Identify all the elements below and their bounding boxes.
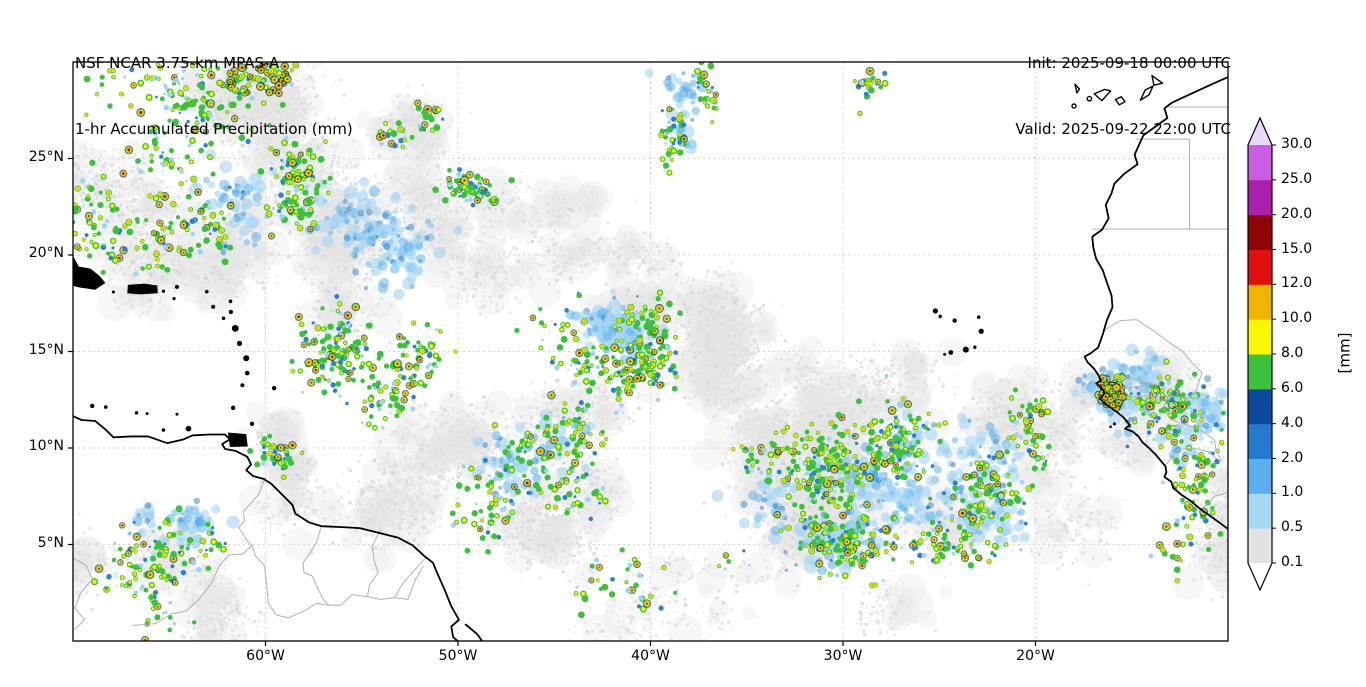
colorbar-tick-label: 0.5 [1281, 519, 1304, 536]
figure-title-block: NSF NCAR 3.75-km MPAS-A 1-hr Accumulated… [75, 8, 353, 184]
colorbar-tick-label: 15.0 [1281, 240, 1313, 257]
y-tick-label: 15°N [28, 341, 64, 358]
colorbar-tick-label: 0.1 [1281, 554, 1304, 570]
colorbar-segment [1248, 179, 1272, 216]
colorbar [1247, 116, 1276, 592]
colorbar-tick-label: 25.0 [1281, 170, 1313, 187]
colorbar-unit-label: [mm] [1335, 332, 1354, 374]
colorbar-segment [1248, 354, 1272, 390]
colorbar-tick-label: 6.0 [1281, 379, 1304, 396]
colorbar-tick-label: 2.0 [1281, 449, 1304, 466]
x-tick-label: 60°W [246, 648, 285, 664]
model-name: NSF NCAR 3.75-km MPAS-A [75, 54, 280, 72]
colorbar-segment [1248, 145, 1272, 181]
y-tick-label: 5°N [37, 534, 64, 551]
colorbar-segment [1248, 528, 1272, 564]
x-tick-label: 50°W [438, 648, 478, 664]
y-tick-label: 10°N [28, 438, 64, 454]
colorbar-over-arrow [1248, 118, 1272, 145]
colorbar-segment [1248, 284, 1272, 320]
y-tick-label: 25°N [28, 148, 64, 165]
valid-time: Valid: 2025-09-22 22:00 UTC [1015, 120, 1231, 138]
y-tick-label: 20°N [28, 245, 64, 261]
field-name: 1-hr Accumulated Precipitation (mm) [75, 120, 353, 138]
colorbar-tick-label: 30.0 [1281, 136, 1313, 152]
x-tick-label: 40°W [631, 648, 670, 664]
colorbar-tick-label: 1.0 [1281, 484, 1304, 501]
colorbar-segment [1248, 214, 1272, 250]
colorbar-segment [1248, 423, 1272, 459]
colorbar-tick-label: 20.0 [1281, 205, 1313, 222]
colorbar-tick-label: 10.0 [1281, 310, 1313, 327]
colorbar-segment [1248, 458, 1272, 494]
colorbar-tick-label: 4.0 [1281, 414, 1304, 431]
colorbar-segment [1248, 493, 1272, 529]
x-tick-label: 20°W [1016, 648, 1055, 664]
colorbar-segment [1248, 388, 1272, 425]
colorbar-tick-label: 8.0 [1281, 345, 1304, 361]
figure-time-block: Init: 2025-09-18 00:00 UTC Valid: 2025-0… [1015, 8, 1231, 184]
init-time: Init: 2025-09-18 00:00 UTC [1027, 54, 1231, 72]
x-tick-label: 30°W [823, 648, 863, 664]
colorbar-tick-label: 12.0 [1281, 275, 1313, 292]
colorbar-under-arrow [1248, 563, 1272, 590]
colorbar-segment [1248, 319, 1272, 355]
colorbar-segment [1248, 249, 1272, 285]
